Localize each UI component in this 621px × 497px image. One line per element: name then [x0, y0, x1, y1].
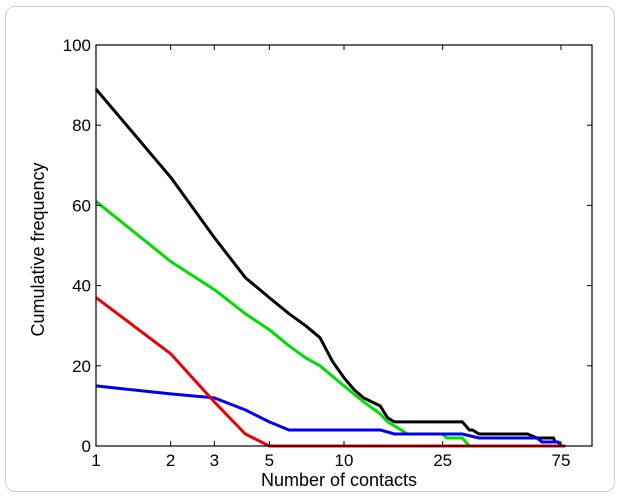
- x-tick-label: 75: [552, 451, 571, 470]
- series-line-2: [95, 200, 566, 448]
- y-axis-label: Cumulative frequency: [28, 162, 48, 336]
- axis-ticks: 1 2 3 5 10 25 75 0 20 40 60 80 100: [63, 36, 592, 470]
- x-axis-label: Number of contacts: [261, 470, 417, 490]
- x-tick-label: 10: [335, 451, 354, 470]
- series-line-3: [95, 384, 566, 448]
- x-tick-label: 2: [166, 451, 175, 470]
- x-tick-label: 3: [210, 451, 219, 470]
- figure-frame: [5, 6, 615, 492]
- y-tick-label: 40: [72, 277, 91, 296]
- series-line-4: [95, 296, 566, 448]
- y-tick-label: 100: [63, 36, 91, 55]
- y-tick-label: 60: [72, 196, 91, 215]
- plot-lines: [94, 88, 566, 448]
- x-tick-label: 5: [265, 451, 274, 470]
- y-tick-label: 0: [82, 437, 91, 456]
- x-tick-label: 1: [91, 451, 100, 470]
- y-tick-label: 20: [72, 357, 91, 376]
- y-tick-label: 80: [72, 116, 91, 135]
- x-tick-label: 25: [433, 451, 452, 470]
- series-line-1: [94, 88, 566, 448]
